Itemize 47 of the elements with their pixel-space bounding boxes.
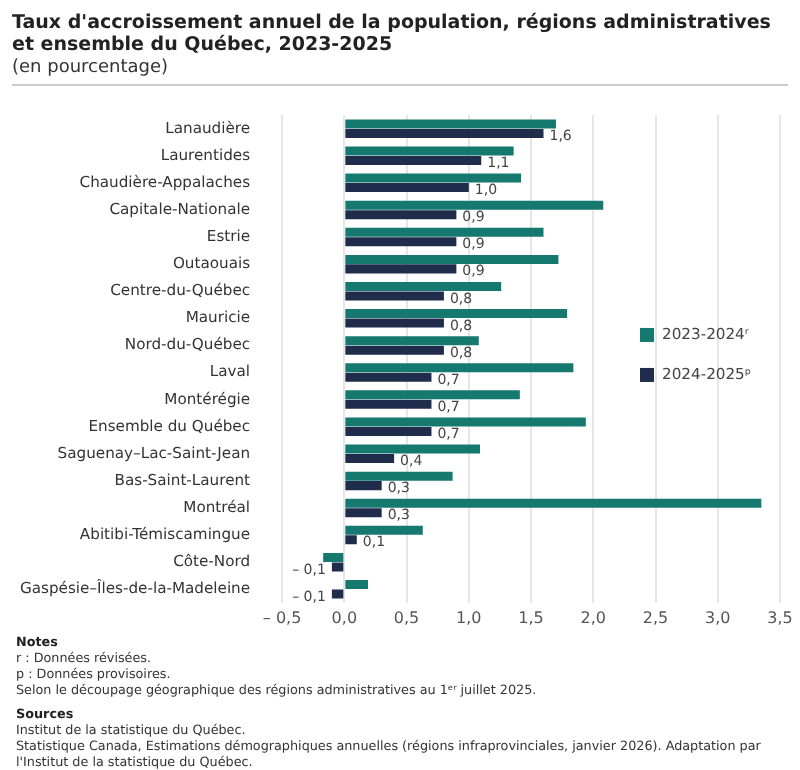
x-tick-label: 1,0 (456, 608, 482, 627)
bar (345, 535, 357, 545)
bar (345, 200, 604, 210)
bar (345, 345, 444, 355)
bar (345, 399, 432, 409)
bar (345, 525, 423, 535)
x-tick-label: 0,0 (331, 608, 358, 627)
bar (345, 281, 502, 291)
bar (345, 264, 457, 274)
bar (345, 309, 568, 319)
bar (345, 417, 586, 427)
bar (345, 471, 453, 481)
bar (345, 336, 479, 346)
bar (345, 390, 520, 400)
bar (323, 552, 344, 562)
bar (331, 562, 344, 572)
bar (345, 444, 481, 454)
text: (en pourcentage) (12, 58, 788, 86)
bar (345, 173, 522, 183)
bar (345, 363, 574, 373)
bar (345, 508, 382, 518)
x-tick-label: 2,0 (580, 608, 607, 627)
bar (345, 372, 432, 382)
bar (345, 128, 544, 138)
x-tick-label: – 0,5 (262, 608, 302, 627)
bar (345, 183, 469, 193)
bar (345, 210, 457, 220)
x-tick-label: 0,5 (393, 608, 420, 627)
bar (345, 291, 444, 301)
bar (345, 227, 544, 237)
x-tick-label: 3,5 (767, 608, 793, 627)
bar (345, 156, 482, 166)
bar (345, 146, 514, 156)
bar (345, 119, 556, 129)
chart-title: Taux d'accroissement annuel de la population, régions administratives et ensemble du Québec, 2023-2025 (12, 12, 773, 56)
x-tick-label: 1,5 (518, 608, 544, 627)
bar (345, 237, 457, 247)
bar (331, 589, 344, 599)
x-tick-label: 3,0 (705, 608, 731, 627)
bar (345, 454, 395, 464)
x-tick-label: 2,5 (642, 608, 669, 627)
bar (345, 426, 432, 436)
bar (345, 481, 382, 491)
bar (345, 318, 444, 328)
bar (345, 498, 762, 508)
bar (345, 580, 368, 590)
bar (345, 254, 559, 264)
